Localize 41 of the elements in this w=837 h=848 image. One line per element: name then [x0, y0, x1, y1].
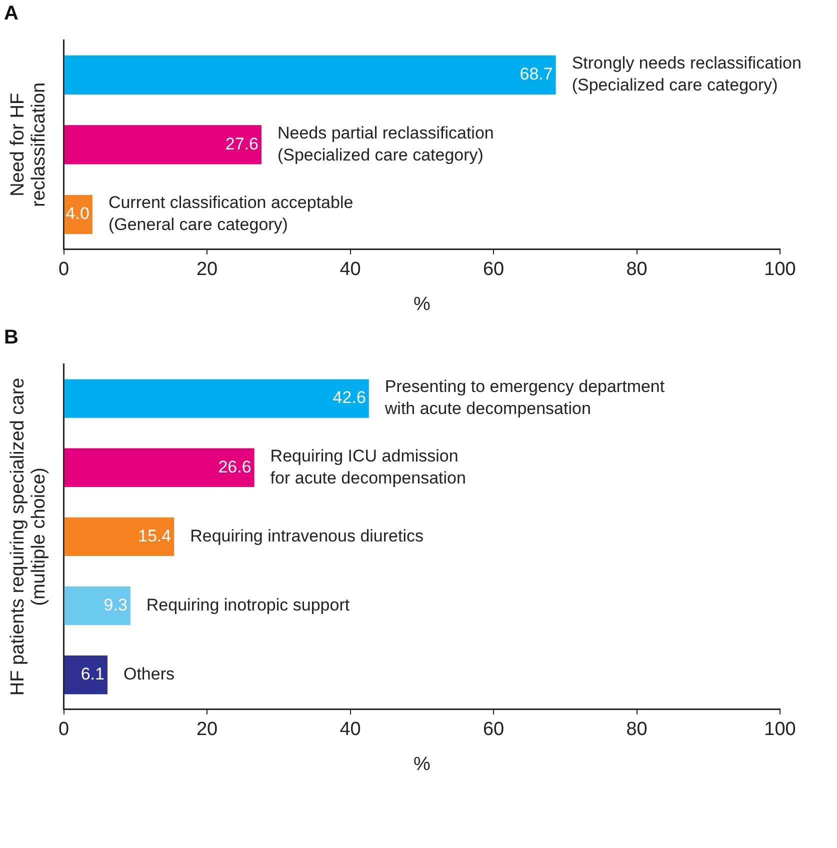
chart-title: A — [4, 2, 18, 25]
x-tick-label: 40 — [340, 719, 361, 740]
x-tick-label: 60 — [482, 719, 504, 740]
data-label: 26.6 — [218, 457, 252, 476]
y-tick-label: Current classification acceptable (General care category) — [108, 193, 354, 234]
y-tick-label: Needs partial reclassification (Specialized care category) — [277, 123, 494, 164]
data-label: 15.4 — [138, 526, 172, 546]
y-tick-label: Requiring ICU admission for acute decompensation — [270, 446, 466, 488]
x-tick-label: 100 — [764, 259, 796, 280]
y-tick-label: Others — [123, 664, 175, 684]
data-label: 4.0 — [66, 204, 90, 224]
y-tick-label: Strongly needs reclassification (Specialized care category) — [572, 54, 802, 95]
bar — [64, 656, 108, 694]
x-axis-title: % — [413, 754, 430, 775]
y-axis-title: HF patients requiring specialized care (multiple choice) — [8, 378, 50, 696]
x-tick-label: 80 — [626, 259, 648, 280]
x-axis-title: % — [413, 294, 430, 315]
x-tick-label: 20 — [196, 259, 218, 280]
bar — [64, 379, 369, 418]
bar — [64, 586, 130, 626]
data-label: 68.7 — [520, 64, 553, 84]
y-tick-label: Requiring inotropic support — [146, 595, 350, 614]
bar — [64, 55, 556, 94]
data-label: 42.6 — [332, 388, 366, 408]
x-tick-label: 0 — [58, 719, 70, 740]
data-label: 27.6 — [225, 134, 258, 154]
y-tick-label: Presenting to emergency department with acute decompensation — [384, 377, 665, 418]
y-tick-label: Requiring intravenous diuretics — [190, 526, 424, 546]
x-tick-label: 0 — [58, 259, 70, 280]
x-tick-label: 40 — [340, 259, 361, 280]
x-tick-label: 80 — [626, 719, 648, 740]
x-tick-label: 100 — [764, 719, 796, 740]
data-label: 6.1 — [80, 664, 104, 684]
x-tick-label: 20 — [196, 719, 218, 740]
bar — [64, 448, 254, 487]
chart-title: B — [4, 326, 18, 349]
bar — [64, 125, 262, 164]
x-tick-label: 60 — [482, 259, 504, 280]
data-label: 9.3 — [104, 595, 128, 614]
bar — [64, 517, 174, 556]
y-axis-title: Need for HF reclassification — [8, 82, 50, 208]
